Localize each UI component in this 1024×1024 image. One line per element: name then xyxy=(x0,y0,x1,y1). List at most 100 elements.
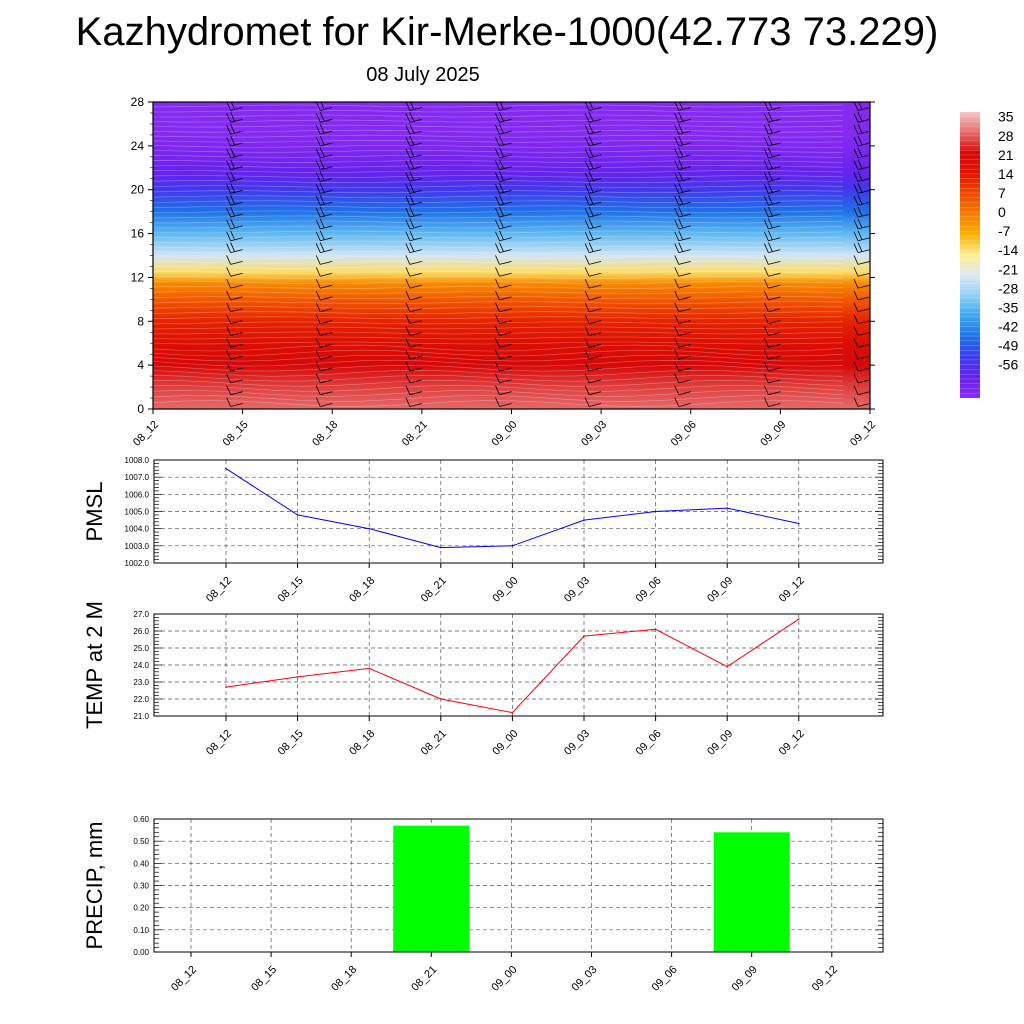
wind-barb xyxy=(674,385,691,396)
barb-shaft xyxy=(409,107,422,111)
contour-line xyxy=(153,379,844,387)
wind-barb xyxy=(853,385,870,396)
barb-flag xyxy=(584,397,590,407)
barb-shaft xyxy=(320,201,333,206)
barb-flag xyxy=(678,159,684,169)
contour-line xyxy=(153,144,844,148)
barb-flag xyxy=(405,136,411,147)
barb-flag xyxy=(495,113,500,123)
barb-shaft xyxy=(589,225,602,230)
wind-barb xyxy=(315,147,333,159)
wind-barb xyxy=(764,171,781,182)
barb-shaft xyxy=(768,403,781,407)
barb-shaft xyxy=(409,403,422,407)
contour-line xyxy=(153,390,844,397)
wind-barb xyxy=(764,112,781,123)
wind-barb xyxy=(226,112,243,123)
barb-shaft xyxy=(153,332,154,333)
barb-flag xyxy=(315,113,321,123)
series-point xyxy=(368,527,371,530)
wind-barb xyxy=(853,218,870,230)
wind-barb xyxy=(495,326,512,336)
wind-barb xyxy=(674,397,691,407)
barb-flag xyxy=(499,183,504,193)
wind-barb xyxy=(226,397,243,407)
wind-barb xyxy=(584,206,602,218)
barb-flag xyxy=(588,171,594,181)
barb-shaft xyxy=(678,201,691,206)
wind-barb xyxy=(853,230,870,242)
contour-line xyxy=(153,395,844,402)
wind-barb xyxy=(853,183,870,194)
barb-flag xyxy=(137,196,141,205)
y-tick-label: 21.0 xyxy=(133,712,149,721)
wind-barb xyxy=(674,267,691,277)
barb-flag xyxy=(137,255,141,264)
barb-flag xyxy=(495,302,500,312)
wind-barb xyxy=(405,290,422,301)
barb-shaft xyxy=(857,367,870,372)
x-tick-label: 09_09 xyxy=(730,964,760,994)
barb-shaft xyxy=(409,272,422,277)
barb-flag xyxy=(674,102,680,111)
wind-barb xyxy=(764,349,781,360)
barb-shaft xyxy=(678,237,691,242)
wind-barb xyxy=(226,102,243,111)
x-tick-label: 09_03 xyxy=(579,419,609,449)
contour-line xyxy=(153,321,844,325)
wind-barb xyxy=(584,349,602,360)
barb-flag xyxy=(768,112,773,122)
wind-barb xyxy=(141,172,154,181)
barb-shaft xyxy=(857,249,870,253)
barb-shaft xyxy=(499,201,512,206)
barb-shaft xyxy=(320,343,333,348)
barb-flag xyxy=(495,184,500,194)
barb-flag xyxy=(141,172,145,181)
barb-flag xyxy=(405,102,411,111)
barb-flag xyxy=(319,112,325,122)
barb-flag xyxy=(405,255,411,265)
barb-shaft xyxy=(409,118,422,123)
wind-barb xyxy=(674,242,691,253)
barb-shaft xyxy=(153,379,154,381)
wind-barb xyxy=(584,171,602,182)
barb-flag xyxy=(226,314,231,324)
x-tick-label: 09_12 xyxy=(848,419,878,449)
wind-barb xyxy=(584,124,602,135)
y-tick-label: 1006.0 xyxy=(125,490,150,499)
wind-barb xyxy=(315,338,333,348)
wind-barb xyxy=(674,349,691,360)
barb-shaft xyxy=(768,118,781,123)
barb-flag xyxy=(588,242,594,252)
wind-barb xyxy=(584,242,602,253)
barb-flag xyxy=(405,160,411,170)
wind-barb xyxy=(405,361,422,372)
contour-line xyxy=(153,291,844,294)
wind-barb xyxy=(315,267,333,277)
contour-line xyxy=(153,374,844,382)
contour-line xyxy=(153,124,844,128)
colorbar-label: 0 xyxy=(998,204,1006,220)
wind-barb xyxy=(764,397,781,407)
barb-shaft xyxy=(768,308,781,313)
x-tick-label: 08_12 xyxy=(204,728,234,758)
barb-flag xyxy=(588,230,594,240)
barb-shaft xyxy=(409,249,422,253)
barb-flag xyxy=(226,172,231,182)
barb-flag xyxy=(137,303,141,312)
wind-barb xyxy=(674,302,691,313)
barb-shaft xyxy=(589,237,602,242)
barb-shaft xyxy=(320,130,333,135)
colorbar-ramp xyxy=(960,112,980,398)
barb-flag xyxy=(405,231,411,241)
barb-shaft xyxy=(857,225,870,230)
barb-shaft xyxy=(589,308,602,313)
barb-shaft xyxy=(857,308,870,313)
barb-flag xyxy=(405,361,411,372)
wind-barb xyxy=(674,338,691,348)
x-tick-label: 09_09 xyxy=(705,575,735,605)
barb-shaft xyxy=(589,118,602,123)
y-tick-label: 23.0 xyxy=(133,678,149,687)
barb-flag xyxy=(495,278,500,289)
series-point xyxy=(296,676,299,678)
